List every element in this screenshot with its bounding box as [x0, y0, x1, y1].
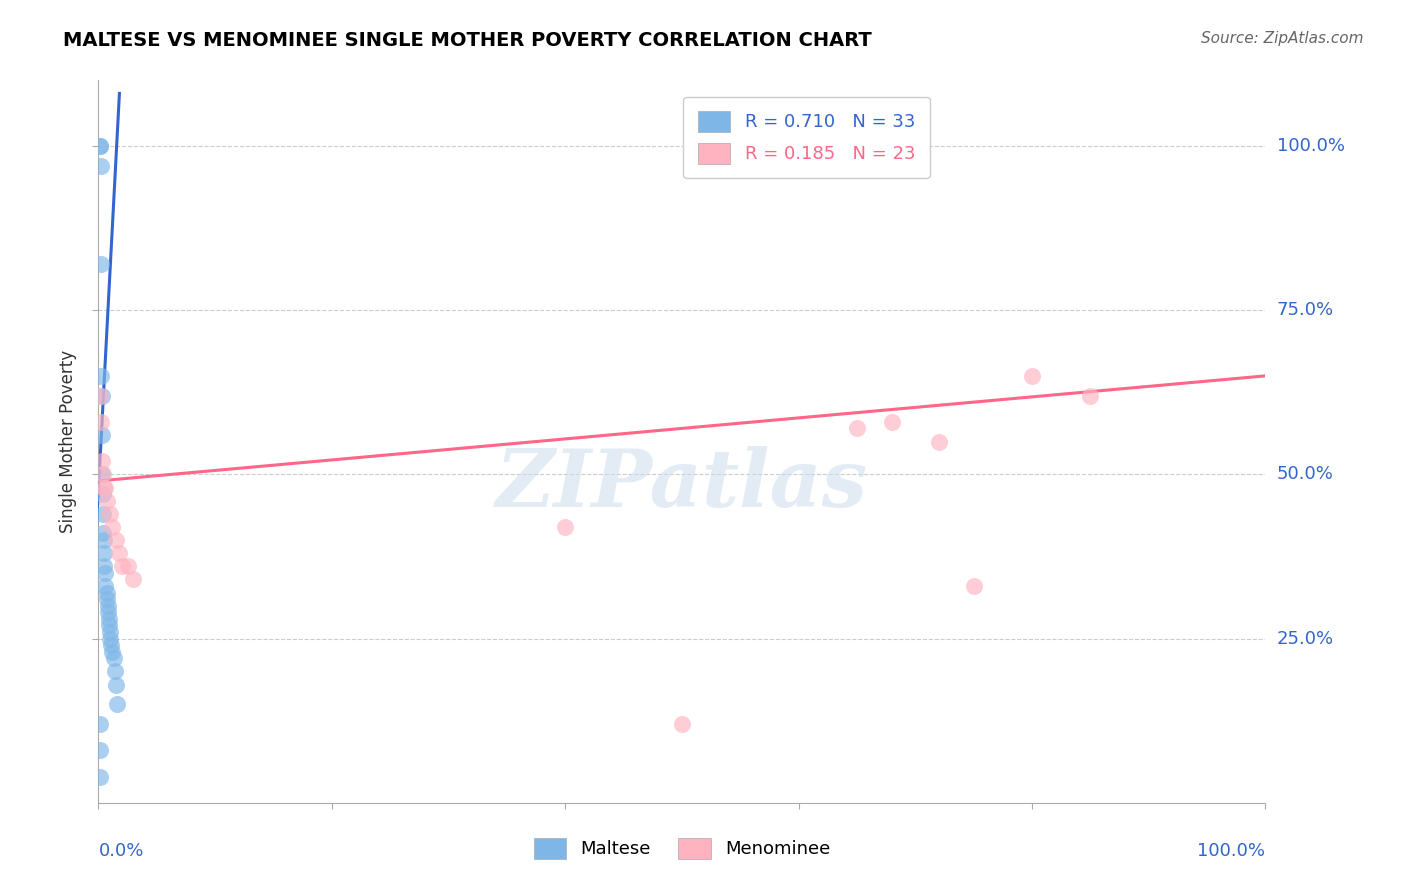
Point	[108, 546, 131, 560]
Point	[93, 533, 115, 547]
Point	[94, 579, 117, 593]
Point	[105, 698, 128, 712]
Point	[91, 507, 114, 521]
Point	[93, 559, 115, 574]
Point	[89, 743, 111, 757]
Point	[111, 559, 134, 574]
Point	[671, 717, 693, 731]
Point	[104, 665, 127, 679]
Point	[96, 585, 118, 599]
Point	[89, 139, 111, 153]
Point	[97, 618, 120, 632]
Point	[98, 507, 121, 521]
Text: 100.0%: 100.0%	[1277, 137, 1344, 155]
Point	[928, 434, 950, 449]
Point	[90, 415, 112, 429]
Point	[90, 454, 112, 468]
Point	[91, 526, 114, 541]
Point	[91, 487, 114, 501]
Point	[96, 592, 118, 607]
Text: 25.0%: 25.0%	[1277, 630, 1334, 648]
Point	[104, 677, 127, 691]
Point	[90, 388, 112, 402]
Point	[90, 159, 112, 173]
Point	[97, 599, 120, 613]
Text: 50.0%: 50.0%	[1277, 466, 1333, 483]
Text: 100.0%: 100.0%	[1198, 842, 1265, 860]
Point	[846, 421, 869, 435]
Point	[103, 651, 125, 665]
Point	[90, 257, 112, 271]
Point	[122, 573, 145, 587]
Point	[117, 559, 139, 574]
Point	[98, 625, 121, 640]
Text: 75.0%: 75.0%	[1277, 301, 1334, 319]
Point	[1080, 388, 1102, 402]
Point	[93, 546, 115, 560]
Point	[554, 520, 576, 534]
Point	[90, 428, 112, 442]
Point	[93, 481, 115, 495]
Text: 0.0%: 0.0%	[98, 842, 143, 860]
Point	[101, 520, 124, 534]
Point	[787, 139, 810, 153]
Point	[94, 566, 117, 580]
Point	[89, 388, 111, 402]
Point	[880, 415, 903, 429]
Point	[104, 533, 127, 547]
Legend: Maltese, Menominee: Maltese, Menominee	[526, 830, 838, 866]
Point	[1021, 368, 1043, 383]
Text: MALTESE VS MENOMINEE SINGLE MOTHER POVERTY CORRELATION CHART: MALTESE VS MENOMINEE SINGLE MOTHER POVER…	[63, 31, 872, 50]
Y-axis label: Single Mother Poverty: Single Mother Poverty	[59, 350, 77, 533]
Point	[90, 467, 112, 482]
Point	[89, 139, 111, 153]
Point	[98, 632, 121, 646]
Point	[90, 368, 112, 383]
Point	[89, 770, 111, 784]
Point	[91, 467, 114, 482]
Point	[100, 638, 122, 652]
Text: Source: ZipAtlas.com: Source: ZipAtlas.com	[1201, 31, 1364, 46]
Point	[962, 579, 984, 593]
Point	[96, 493, 118, 508]
Point	[101, 645, 124, 659]
Point	[97, 605, 120, 619]
Text: ZIPatlas: ZIPatlas	[496, 446, 868, 524]
Point	[89, 717, 111, 731]
Point	[97, 612, 120, 626]
Point	[94, 481, 117, 495]
